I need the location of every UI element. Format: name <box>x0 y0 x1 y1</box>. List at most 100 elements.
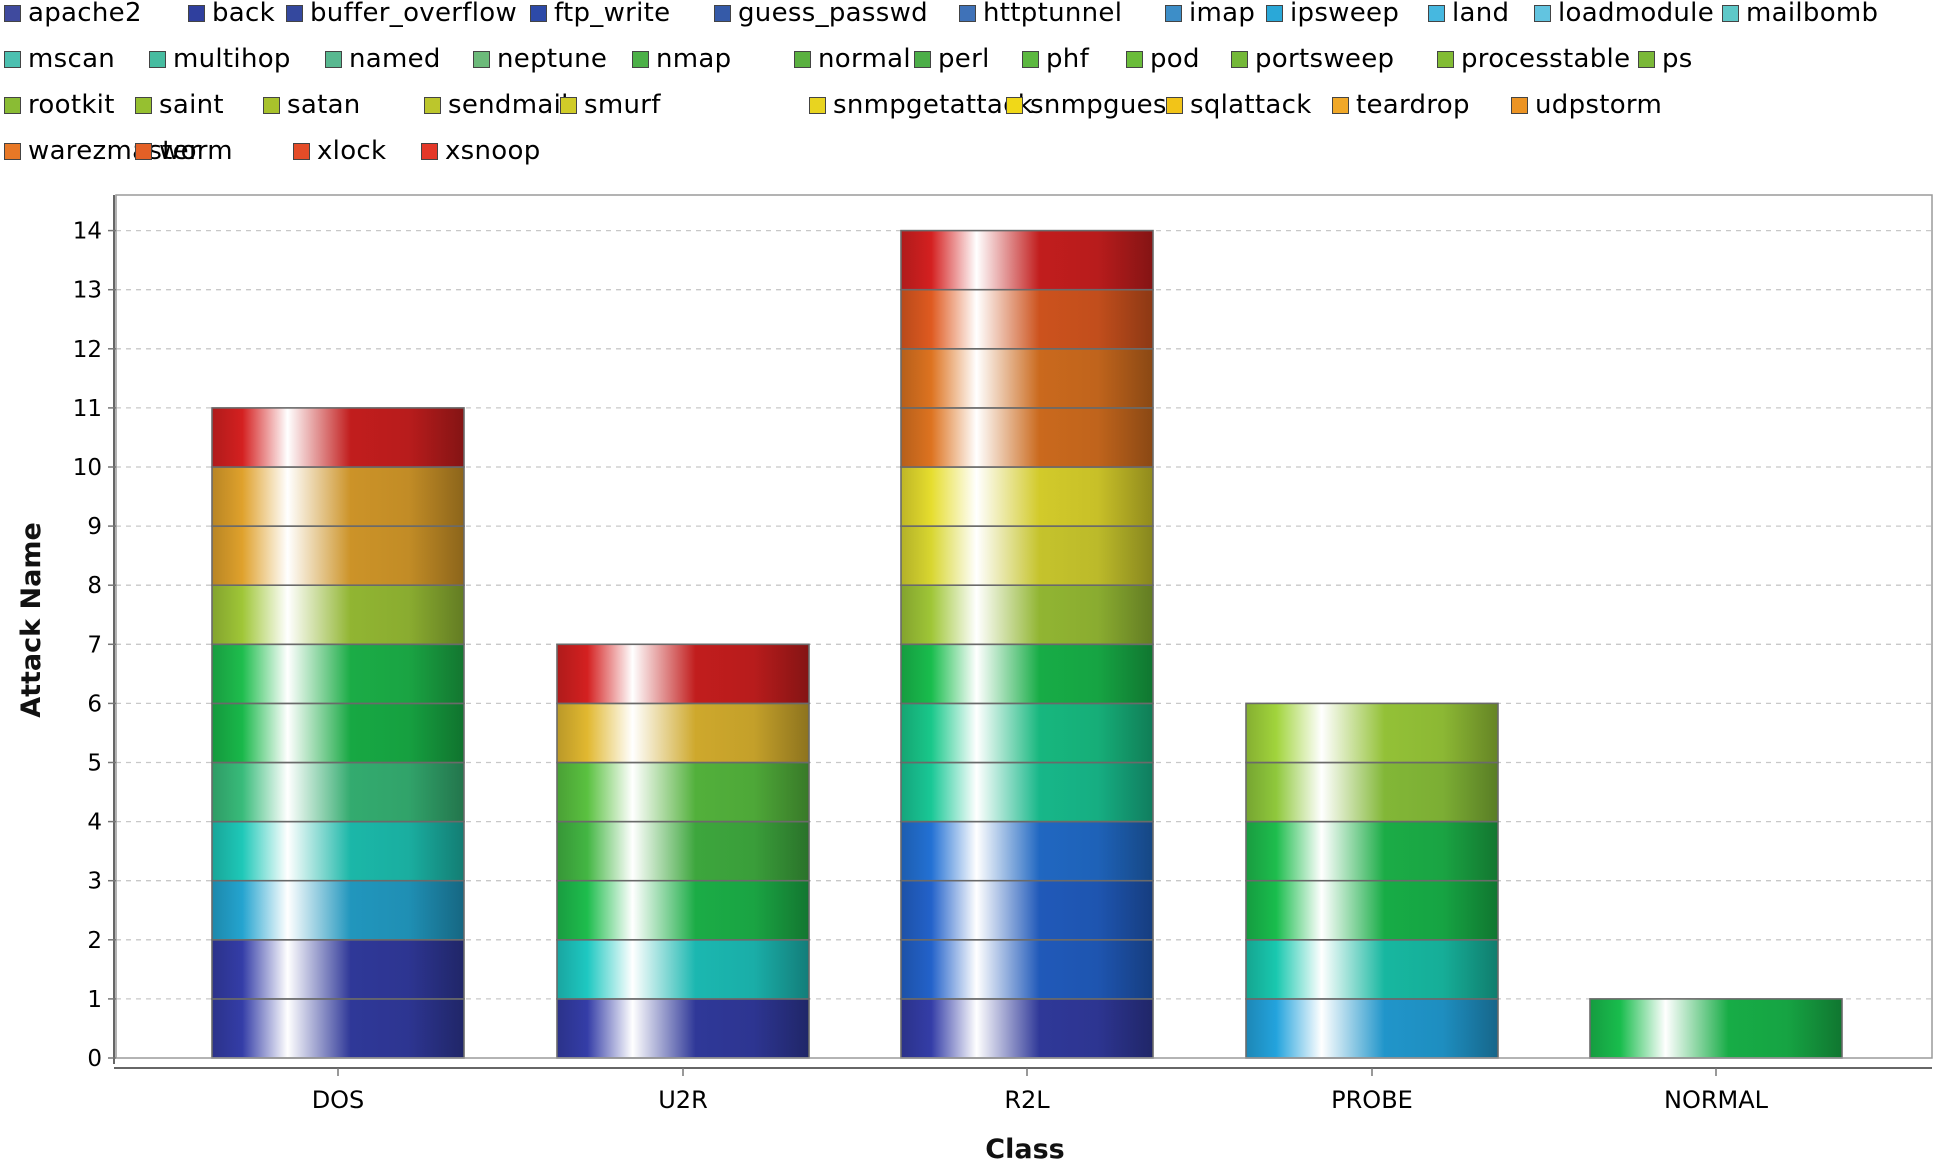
legend-swatch <box>424 96 441 114</box>
bar-segment <box>900 525 1154 586</box>
axes <box>113 194 1933 1069</box>
legend-item: processtable <box>1437 44 1630 74</box>
legend-item: multihop <box>149 44 291 74</box>
legend-swatch <box>473 50 490 68</box>
legend-label: worm <box>159 136 233 166</box>
y-tick-label: 11 <box>73 396 102 422</box>
legend-swatch <box>135 96 152 114</box>
legend-swatch <box>1166 96 1183 114</box>
legend-item: nmap <box>632 44 731 74</box>
legend-swatch <box>1022 50 1039 68</box>
plot-frame <box>115 194 1933 1059</box>
legend-item: sqlattack <box>1166 90 1312 120</box>
legend-label: rootkit <box>28 90 115 120</box>
legend-item: ps <box>1638 44 1693 74</box>
legend-label: sendmail <box>448 90 569 120</box>
y-tick-label: 10 <box>73 455 102 481</box>
legend-label: saint <box>159 90 224 120</box>
y-tick-label: 7 <box>87 632 102 658</box>
legend-label: nmap <box>656 44 732 74</box>
legend-item: xlock <box>293 136 386 166</box>
bar-segment <box>211 938 465 1000</box>
y-tick-label: 9 <box>87 514 102 540</box>
bar-segment <box>1245 938 1499 1000</box>
legend-swatch <box>1332 96 1349 114</box>
bar-segment <box>556 938 810 1000</box>
legend-item: perl <box>914 44 990 74</box>
legend-swatch <box>1638 50 1655 68</box>
legend-item: smurf <box>560 90 661 120</box>
y-tick-label: 0 <box>87 1046 102 1072</box>
bar-segment <box>211 879 465 941</box>
legend-swatch <box>560 96 577 114</box>
legend-label: ipsweep <box>1290 0 1400 28</box>
bar-segment <box>900 288 1154 350</box>
legend-item: portsweep <box>1231 44 1394 74</box>
bar-segment <box>900 879 1154 941</box>
legend-swatch <box>809 96 826 114</box>
x-category-label: U2R <box>658 1086 708 1114</box>
legend-swatch <box>1428 4 1445 22</box>
legend-label: sqlattack <box>1190 90 1312 120</box>
legend-swatch <box>4 4 21 22</box>
legend-label: mailbomb <box>1746 0 1879 28</box>
y-tick-label: 13 <box>73 278 102 304</box>
bar-segment <box>211 998 465 1059</box>
x-category-label: PROBE <box>1331 1086 1413 1114</box>
legend-item: imap <box>1165 0 1255 28</box>
bar-segment <box>900 761 1154 823</box>
bar-segment <box>211 466 465 527</box>
x-category-label: DOS <box>312 1086 365 1114</box>
legend-label: land <box>1452 0 1510 28</box>
legend-label: phf <box>1046 44 1090 74</box>
bar-segment <box>1245 998 1499 1059</box>
x-axis-title: Class <box>985 1134 1064 1160</box>
legend-swatch <box>325 50 342 68</box>
legend-swatch <box>1126 50 1143 68</box>
legend-item: satan <box>263 90 361 120</box>
legend-label: apache2 <box>28 0 142 28</box>
legend-swatch <box>714 4 731 22</box>
legend-item: phf <box>1022 44 1089 74</box>
bar-dos <box>211 407 465 1059</box>
legend-item: worm <box>135 136 233 166</box>
legend-swatch <box>1511 96 1528 114</box>
legend-item: guess_passwd <box>714 0 928 28</box>
legend-label: loadmodule <box>1558 0 1715 28</box>
bar-segment <box>900 702 1154 764</box>
legend-label: ftp_write <box>554 0 671 28</box>
bar-u2r <box>556 643 810 1059</box>
legend-swatch <box>632 50 649 68</box>
legend-label: warezmaster <box>28 136 200 166</box>
legend-label: udpstorm <box>1535 90 1663 120</box>
y-tick-label: 6 <box>87 691 102 717</box>
legend-swatch <box>1722 4 1739 22</box>
legend-swatch <box>293 142 310 160</box>
legend-item: warezmaster <box>4 136 200 166</box>
bar-segment <box>1589 998 1843 1059</box>
bar-segment <box>211 820 465 882</box>
legend-swatch <box>1266 4 1283 22</box>
y-tick-label: 12 <box>73 337 102 363</box>
y-tick-label: 3 <box>87 869 102 895</box>
y-tick-label: 8 <box>87 573 102 599</box>
legend-item: sendmail <box>424 90 569 120</box>
bar-segment <box>1245 820 1499 882</box>
legend-item: named <box>325 44 441 74</box>
legend-label: satan <box>287 90 361 120</box>
legend-label: pod <box>1150 44 1200 74</box>
legend-item: apache2 <box>4 0 142 28</box>
legend-item: normal <box>794 44 911 74</box>
bar-segment <box>211 702 465 764</box>
legend-item: udpstorm <box>1511 90 1662 120</box>
legend-swatch <box>1534 4 1551 22</box>
bar-segment <box>900 820 1154 882</box>
legend-label: guess_passwd <box>738 0 928 28</box>
legend-item: buffer_overflow <box>286 0 517 28</box>
y-tick-label: 5 <box>87 751 102 777</box>
y-tick-label: 4 <box>87 810 102 836</box>
y-tick-label: 1 <box>87 987 102 1013</box>
legend-label: processtable <box>1461 44 1631 74</box>
